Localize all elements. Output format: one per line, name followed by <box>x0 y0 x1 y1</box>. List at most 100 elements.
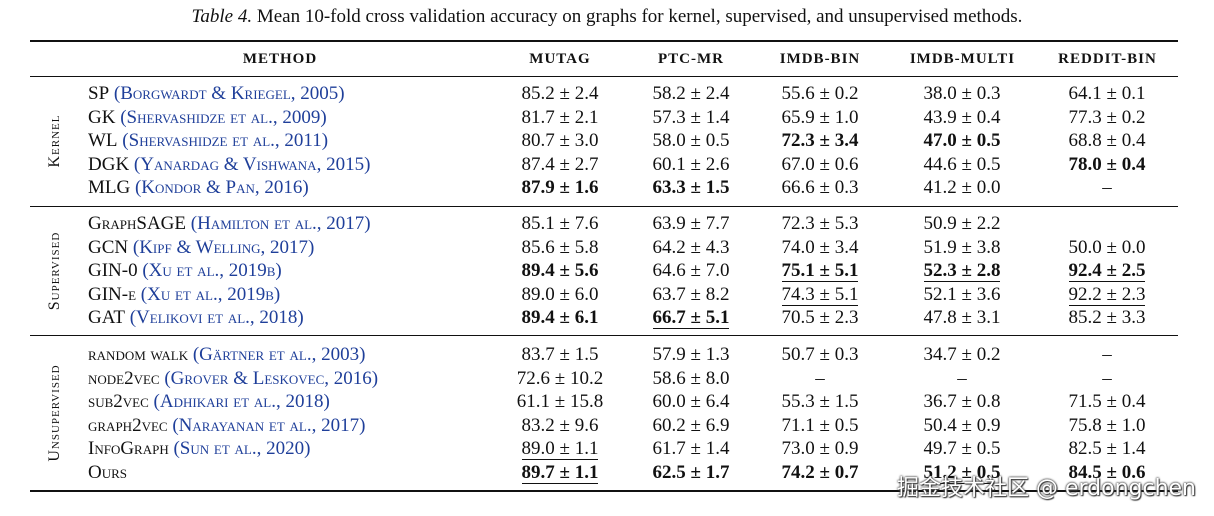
method-citation[interactable]: (Shervashidze et al., 2009) <box>120 106 327 128</box>
value-cell: 65.9 ± 1.0 <box>755 106 885 129</box>
value-cell: 63.3 ± 1.5 <box>626 176 756 199</box>
value-text: 92.4 ± 2.5 <box>1068 260 1146 283</box>
method-name: GIN-0 <box>88 260 138 282</box>
header-rule <box>30 76 1178 77</box>
value-cell: 64.1 ± 0.1 <box>1042 82 1172 105</box>
method-citation[interactable]: (Grover & Leskovec, 2016) <box>164 367 379 389</box>
method-citation[interactable]: (Velikovi et al., 2018) <box>129 307 304 329</box>
group-rule-2 <box>30 335 1178 336</box>
value-cell: 70.5 ± 2.3 <box>755 306 885 329</box>
value-cell: 81.7 ± 2.1 <box>495 106 625 129</box>
method-citation[interactable]: (Shervashidze et al., 2011) <box>122 130 329 152</box>
method-cell: MLG (Kondor & Pan, 2016) <box>88 176 508 199</box>
value-cell: 85.6 ± 5.8 <box>495 236 625 259</box>
value-text: 83.7 ± 1.5 <box>521 344 599 365</box>
value-text: 87.4 ± 2.7 <box>521 153 599 175</box>
value-text: 71.1 ± 0.5 <box>781 414 859 436</box>
value-cell: 89.0 ± 6.0 <box>495 283 625 306</box>
bottom-rule <box>30 490 1178 492</box>
header-mutag: MUTAG <box>529 51 591 67</box>
value-text: 72.6 ± 10.2 <box>516 367 604 389</box>
value-cell: 72.3 ± 3.4 <box>755 129 885 152</box>
method-citation[interactable]: (Kipf & Welling, 2017) <box>132 236 315 258</box>
value-cell: 63.7 ± 8.2 <box>626 283 756 306</box>
value-text: 41.2 ± 0.0 <box>923 177 1001 199</box>
value-text: 89.7 ± 1.1 <box>521 462 599 484</box>
value-text: – <box>1102 367 1112 389</box>
value-cell: 85.2 ± 3.3 <box>1042 306 1172 329</box>
value-text: 78.0 ± 0.4 <box>1068 153 1146 175</box>
value-text: 52.1 ± 3.6 <box>923 283 1001 305</box>
method-citation[interactable]: (Adhikari et al., 2018) <box>153 391 330 413</box>
value-text: 64.1 ± 0.1 <box>1068 83 1146 104</box>
value-text: 55.3 ± 1.5 <box>781 391 859 413</box>
value-cell <box>1042 212 1172 235</box>
value-cell: 61.7 ± 1.4 <box>626 437 756 460</box>
value-cell: 62.5 ± 1.7 <box>626 461 756 484</box>
value-cell: 63.9 ± 7.7 <box>626 212 756 235</box>
value-text: 82.5 ± 1.4 <box>1068 438 1146 460</box>
method-citation[interactable]: (Borgwardt & Kriegel, 2005) <box>113 83 345 104</box>
value-text: 72.3 ± 5.3 <box>781 213 859 234</box>
value-cell: 89.4 ± 6.1 <box>495 306 625 329</box>
method-cell: GK (Shervashidze et al., 2009) <box>88 106 508 129</box>
value-text: – <box>815 367 825 389</box>
value-text: 49.7 ± 0.5 <box>923 438 1001 460</box>
value-text: 89.0 ± 6.0 <box>521 283 599 305</box>
value-text: 63.7 ± 8.2 <box>652 283 730 305</box>
value-text: 50.0 ± 0.0 <box>1068 236 1146 258</box>
method-cell: sub2vec (Adhikari et al., 2018) <box>88 390 508 413</box>
value-cell: 50.4 ± 0.9 <box>897 414 1027 437</box>
method-citation[interactable]: (Sun et al., 2020) <box>173 438 311 460</box>
group-label-2: Unsupervised <box>46 364 63 462</box>
value-cell: – <box>897 367 1027 390</box>
value-cell: 78.0 ± 0.4 <box>1042 153 1172 176</box>
value-cell: 58.2 ± 2.4 <box>626 82 756 105</box>
method-citation[interactable]: (Gärtner et al., 2003) <box>192 344 366 365</box>
value-text: 71.5 ± 0.4 <box>1068 391 1146 413</box>
value-text: 89.0 ± 1.1 <box>521 438 599 461</box>
value-text: 58.6 ± 8.0 <box>652 367 730 389</box>
value-cell: 41.2 ± 0.0 <box>897 176 1027 199</box>
method-citation[interactable]: (Xu et al., 2019b) <box>140 283 281 305</box>
method-citation[interactable]: (Hamilton et al., 2017) <box>190 213 371 234</box>
value-text: 50.9 ± 2.2 <box>923 213 1001 234</box>
value-text: 60.1 ± 2.6 <box>652 153 730 175</box>
value-text: 74.0 ± 3.4 <box>781 236 859 258</box>
value-cell: 64.6 ± 7.0 <box>626 259 756 282</box>
value-text: 50.7 ± 0.3 <box>781 344 859 365</box>
method-cell: DGK (Yanardag & Vishwana, 2015) <box>88 153 508 176</box>
value-cell: 36.7 ± 0.8 <box>897 390 1027 413</box>
value-cell: 74.2 ± 0.7 <box>755 461 885 484</box>
value-cell: 74.0 ± 3.4 <box>755 236 885 259</box>
caption-text: Mean 10-fold cross validation accuracy o… <box>256 6 1023 27</box>
value-cell: 50.7 ± 0.3 <box>755 343 885 366</box>
header-imdb-bin: IMDB-BIN <box>779 51 861 67</box>
method-name: InfoGraph <box>88 438 169 460</box>
value-text: 68.8 ± 0.4 <box>1068 130 1146 152</box>
value-cell: 52.1 ± 3.6 <box>897 283 1027 306</box>
value-cell: 60.0 ± 6.4 <box>626 390 756 413</box>
method-citation[interactable]: (Kondor & Pan, 2016) <box>134 177 309 199</box>
value-cell: 87.4 ± 2.7 <box>495 153 625 176</box>
value-cell: 89.4 ± 5.6 <box>495 259 625 282</box>
method-citation[interactable]: (Xu et al., 2019b) <box>142 260 282 282</box>
value-cell: 89.7 ± 1.1 <box>495 461 625 484</box>
value-text: 50.4 ± 0.9 <box>923 414 1001 436</box>
method-name: WL <box>88 130 118 152</box>
value-text: 57.3 ± 1.4 <box>652 106 730 128</box>
value-cell: 85.2 ± 2.4 <box>495 82 625 105</box>
value-cell: 52.3 ± 2.8 <box>897 259 1027 283</box>
method-citation[interactable]: (Narayanan et al., 2017) <box>172 414 366 436</box>
value-cell: 58.0 ± 0.5 <box>626 129 756 152</box>
value-cell: 68.8 ± 0.4 <box>1042 129 1172 152</box>
value-cell: 60.2 ± 6.9 <box>626 414 756 437</box>
value-text: 75.1 ± 5.1 <box>781 260 859 283</box>
value-cell: 34.7 ± 0.2 <box>897 343 1027 366</box>
method-name: GAT <box>88 307 125 329</box>
method-name: DGK <box>88 153 130 175</box>
method-cell: GAT (Velikovi et al., 2018) <box>88 306 508 329</box>
value-cell: 92.2 ± 2.3 <box>1042 283 1172 306</box>
method-citation[interactable]: (Yanardag & Vishwana, 2015) <box>133 153 371 175</box>
header-reddit-bin: REDDIT-BIN <box>1058 51 1157 67</box>
